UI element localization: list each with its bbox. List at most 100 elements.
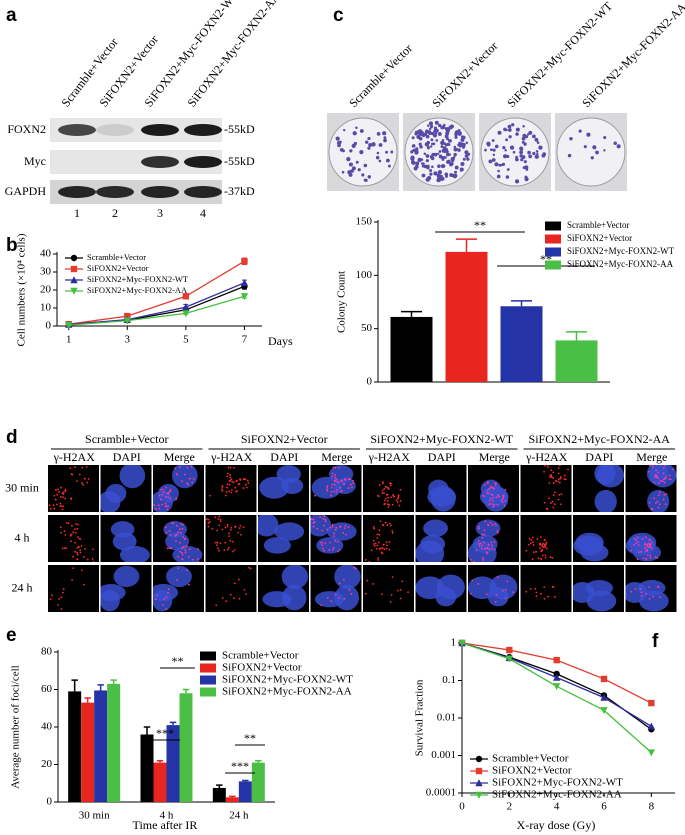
colony [367, 136, 371, 141]
focus [390, 524, 392, 527]
focus [312, 522, 315, 524]
focus [162, 488, 164, 491]
focus [658, 491, 661, 494]
colony [348, 162, 353, 167]
colony [503, 127, 507, 132]
colony [524, 177, 529, 182]
colony [462, 157, 466, 161]
colony [497, 130, 502, 135]
focus [182, 536, 185, 539]
colony [567, 153, 572, 158]
colony [431, 165, 434, 169]
focus [492, 503, 494, 506]
nucleus [329, 465, 354, 484]
focus [544, 556, 547, 559]
focus [473, 560, 476, 562]
blot-size-label: -55kD [224, 122, 255, 136]
colony [465, 141, 469, 144]
focus [70, 498, 72, 501]
focus [166, 508, 169, 511]
focus [333, 480, 336, 482]
focus [496, 530, 499, 532]
focus [56, 503, 58, 506]
x-tick-label: 4 h [160, 810, 174, 822]
group-header: SiFOXN2+Vector [241, 432, 328, 446]
focus [237, 532, 240, 534]
focus [503, 504, 506, 507]
micrograph [310, 465, 362, 512]
focus [72, 531, 75, 534]
y-tick-label: 150 [356, 216, 373, 228]
focus [375, 547, 378, 550]
colony [363, 178, 367, 182]
legend-label: Scramble+Vector [222, 650, 299, 662]
micrograph [48, 515, 99, 562]
focus [334, 528, 337, 531]
focus [330, 600, 333, 603]
colony [441, 156, 445, 160]
focus [234, 526, 236, 528]
focus [532, 544, 535, 546]
y-tick-label: 40 [40, 248, 52, 260]
focus [323, 515, 326, 518]
focus [61, 508, 64, 511]
focus [664, 476, 667, 478]
focus [656, 500, 659, 503]
marker [182, 303, 190, 311]
colony [443, 150, 447, 154]
micrograph [415, 465, 467, 512]
colony [427, 130, 431, 133]
error-bar [182, 688, 190, 694]
colony [466, 157, 470, 161]
focus [69, 467, 72, 470]
row-label: 30 min [5, 480, 39, 494]
colony [383, 138, 387, 143]
focus [338, 481, 340, 484]
colony [378, 143, 383, 147]
focus [552, 477, 555, 480]
channel-label: DAPI [585, 450, 613, 464]
focus [542, 542, 545, 545]
marker [70, 276, 78, 284]
focus [244, 483, 247, 486]
focus [500, 499, 503, 502]
focus [559, 477, 562, 480]
x-tick-label: 8 [649, 801, 655, 813]
micrograph [625, 515, 677, 562]
focus [545, 543, 547, 545]
focus [652, 465, 654, 466]
nucleus [646, 465, 669, 485]
nucleus [310, 515, 332, 537]
focus [167, 491, 170, 494]
focus [57, 604, 59, 606]
focus [229, 528, 232, 531]
focus [339, 486, 342, 489]
focus [335, 526, 338, 529]
focus [326, 486, 329, 488]
colony [583, 145, 587, 149]
focus [489, 485, 492, 488]
micrograph-bg [520, 465, 572, 512]
colony [342, 128, 346, 132]
focus [366, 579, 369, 582]
colony [428, 121, 433, 126]
focus [385, 547, 388, 550]
focus [59, 505, 62, 508]
focus [226, 525, 229, 528]
focus [179, 466, 181, 469]
focus [378, 529, 381, 532]
row-label: 4 h [15, 530, 30, 544]
focus [376, 544, 379, 547]
focus [491, 494, 494, 496]
focus [334, 474, 336, 476]
focus [71, 524, 73, 527]
colony [464, 150, 469, 155]
colony [411, 144, 415, 148]
group-header: Scramble+Vector [85, 432, 168, 446]
y-tick-label: 20 [41, 758, 53, 770]
focus [313, 520, 316, 523]
focus [326, 528, 329, 531]
focus [334, 539, 337, 542]
focus [181, 527, 184, 530]
focus [321, 541, 324, 544]
